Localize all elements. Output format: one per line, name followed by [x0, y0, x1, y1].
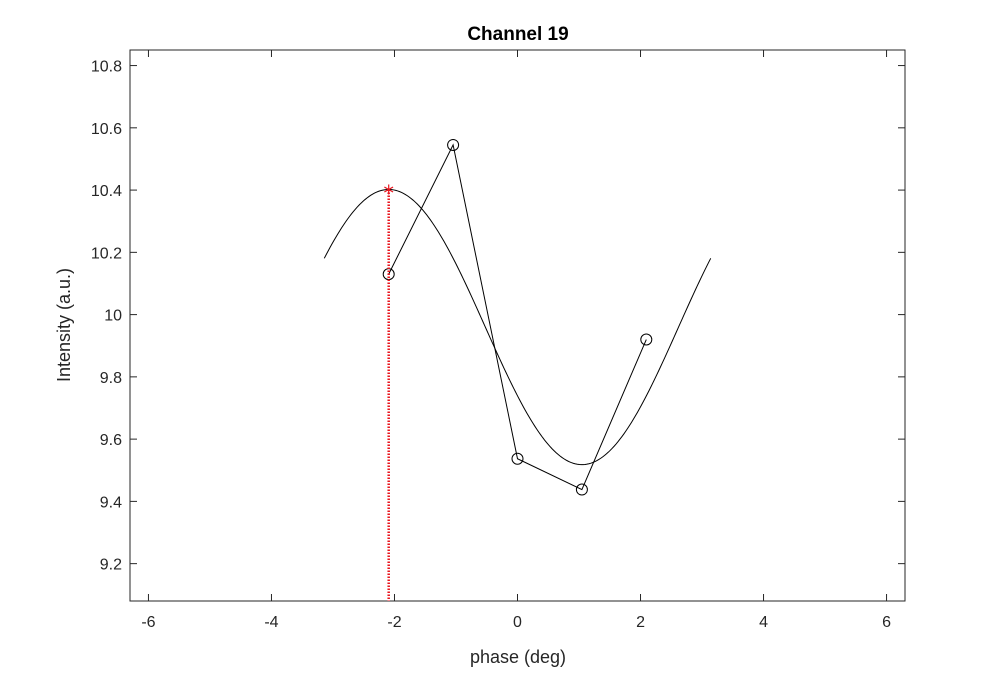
- chart-title: Channel 19: [467, 24, 568, 45]
- y-tick-label: 10.4: [91, 183, 122, 200]
- y-tick-label: 10.8: [91, 59, 122, 76]
- y-tick-label: 9.2: [100, 557, 122, 574]
- y-tick-label: 9.6: [100, 432, 122, 449]
- measured-line: [388, 143, 647, 491]
- x-axis-label: phase (deg): [470, 647, 566, 667]
- y-axis-label: Intensity (a.u.): [54, 268, 74, 382]
- y-tick-label: 9.8: [100, 370, 122, 387]
- axes-box: [129, 49, 906, 602]
- x-tick-label: 0: [513, 614, 522, 631]
- x-tick-label: -4: [264, 614, 278, 631]
- y-tick-label: 10: [104, 308, 122, 325]
- plot-area: -6 -4 -2 0 2 4 6 9.2 9.4 9.6 9.8 10 10.2 10.4 10.6 10.…: [91, 49, 906, 631]
- y-axis-ticks: 9.2 9.4 9.6 9.8 10 10.2 10.4 10.6 10.8: [91, 59, 905, 574]
- measured-point: [640, 333, 653, 346]
- measured-point: [511, 452, 524, 465]
- x-tick-label: 4: [759, 614, 768, 631]
- x-tick-label: 6: [882, 614, 891, 631]
- y-tick-label: 10.2: [91, 245, 122, 262]
- measured-point: [575, 483, 588, 496]
- measured-point: [447, 138, 460, 151]
- x-axis-ticks: -6 -4 -2 0 2 4 6: [141, 50, 891, 631]
- x-tick-label: -6: [141, 614, 155, 631]
- y-tick-label: 9.4: [100, 494, 122, 511]
- x-tick-label: -2: [387, 614, 401, 631]
- annotation-layer: [384, 184, 394, 601]
- y-tick-label: 10.6: [91, 121, 122, 138]
- x-tick-label: 2: [636, 614, 645, 631]
